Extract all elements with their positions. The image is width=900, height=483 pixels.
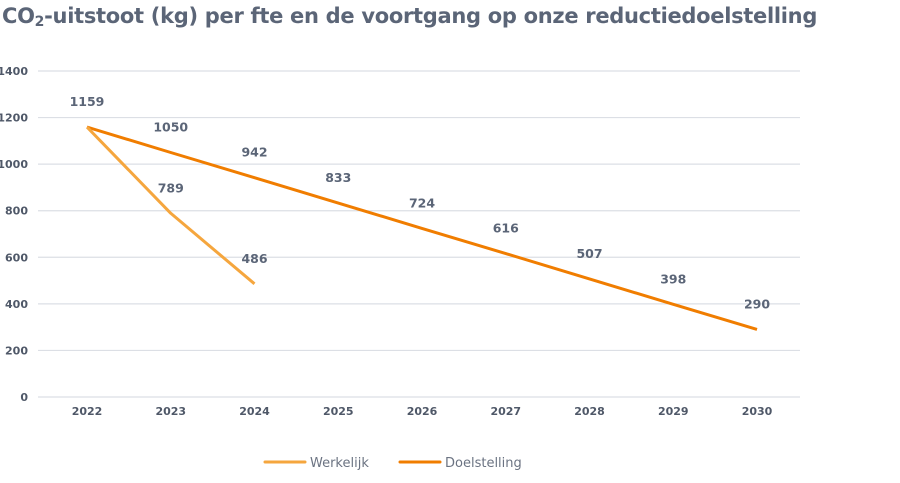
y-tick-label: 800 bbox=[5, 205, 28, 218]
y-tick-label: 0 bbox=[20, 391, 28, 404]
x-tick-label: 2029 bbox=[658, 405, 689, 418]
series-line-werkelijk bbox=[85, 126, 256, 285]
data-label: 398 bbox=[660, 271, 686, 286]
data-label: 616 bbox=[493, 221, 519, 236]
data-label: 833 bbox=[325, 170, 351, 185]
data-label: 942 bbox=[241, 145, 267, 160]
data-label: 290 bbox=[744, 296, 770, 311]
data-label: 507 bbox=[576, 246, 602, 261]
legend-label: Doelstelling bbox=[445, 456, 522, 471]
series-line-doelstelling bbox=[86, 125, 758, 331]
x-tick-label: 2025 bbox=[323, 405, 354, 418]
data-label: 789 bbox=[158, 180, 184, 195]
title-main: CO bbox=[2, 4, 35, 28]
x-tick-label: 2030 bbox=[742, 405, 773, 418]
y-tick-label: 1200 bbox=[0, 112, 28, 125]
title-subscript: 2 bbox=[34, 14, 45, 30]
data-label: 724 bbox=[409, 195, 435, 210]
x-tick-label: 2028 bbox=[574, 405, 605, 418]
x-tick-label: 2023 bbox=[155, 405, 186, 418]
x-tick-label: 2026 bbox=[407, 405, 438, 418]
legend-label: Werkelijk bbox=[310, 456, 369, 471]
y-tick-label: 1000 bbox=[0, 158, 28, 171]
y-tick-label: 600 bbox=[5, 251, 28, 264]
y-tick-label: 200 bbox=[5, 344, 28, 357]
x-tick-label: 2027 bbox=[490, 405, 521, 418]
data-label: 486 bbox=[241, 251, 267, 266]
title-rest: -uitstoot (kg) per fte en de voortgang o… bbox=[44, 4, 818, 28]
x-tick-label: 2024 bbox=[239, 405, 270, 418]
data-label: 1050 bbox=[153, 120, 188, 135]
data-label: 1159 bbox=[70, 94, 105, 109]
x-tick-label: 2022 bbox=[72, 405, 103, 418]
y-tick-label: 1400 bbox=[0, 65, 28, 78]
chart-title: CO2-uitstoot (kg) per fte en de voortgan… bbox=[2, 4, 817, 30]
y-tick-label: 400 bbox=[5, 298, 28, 311]
